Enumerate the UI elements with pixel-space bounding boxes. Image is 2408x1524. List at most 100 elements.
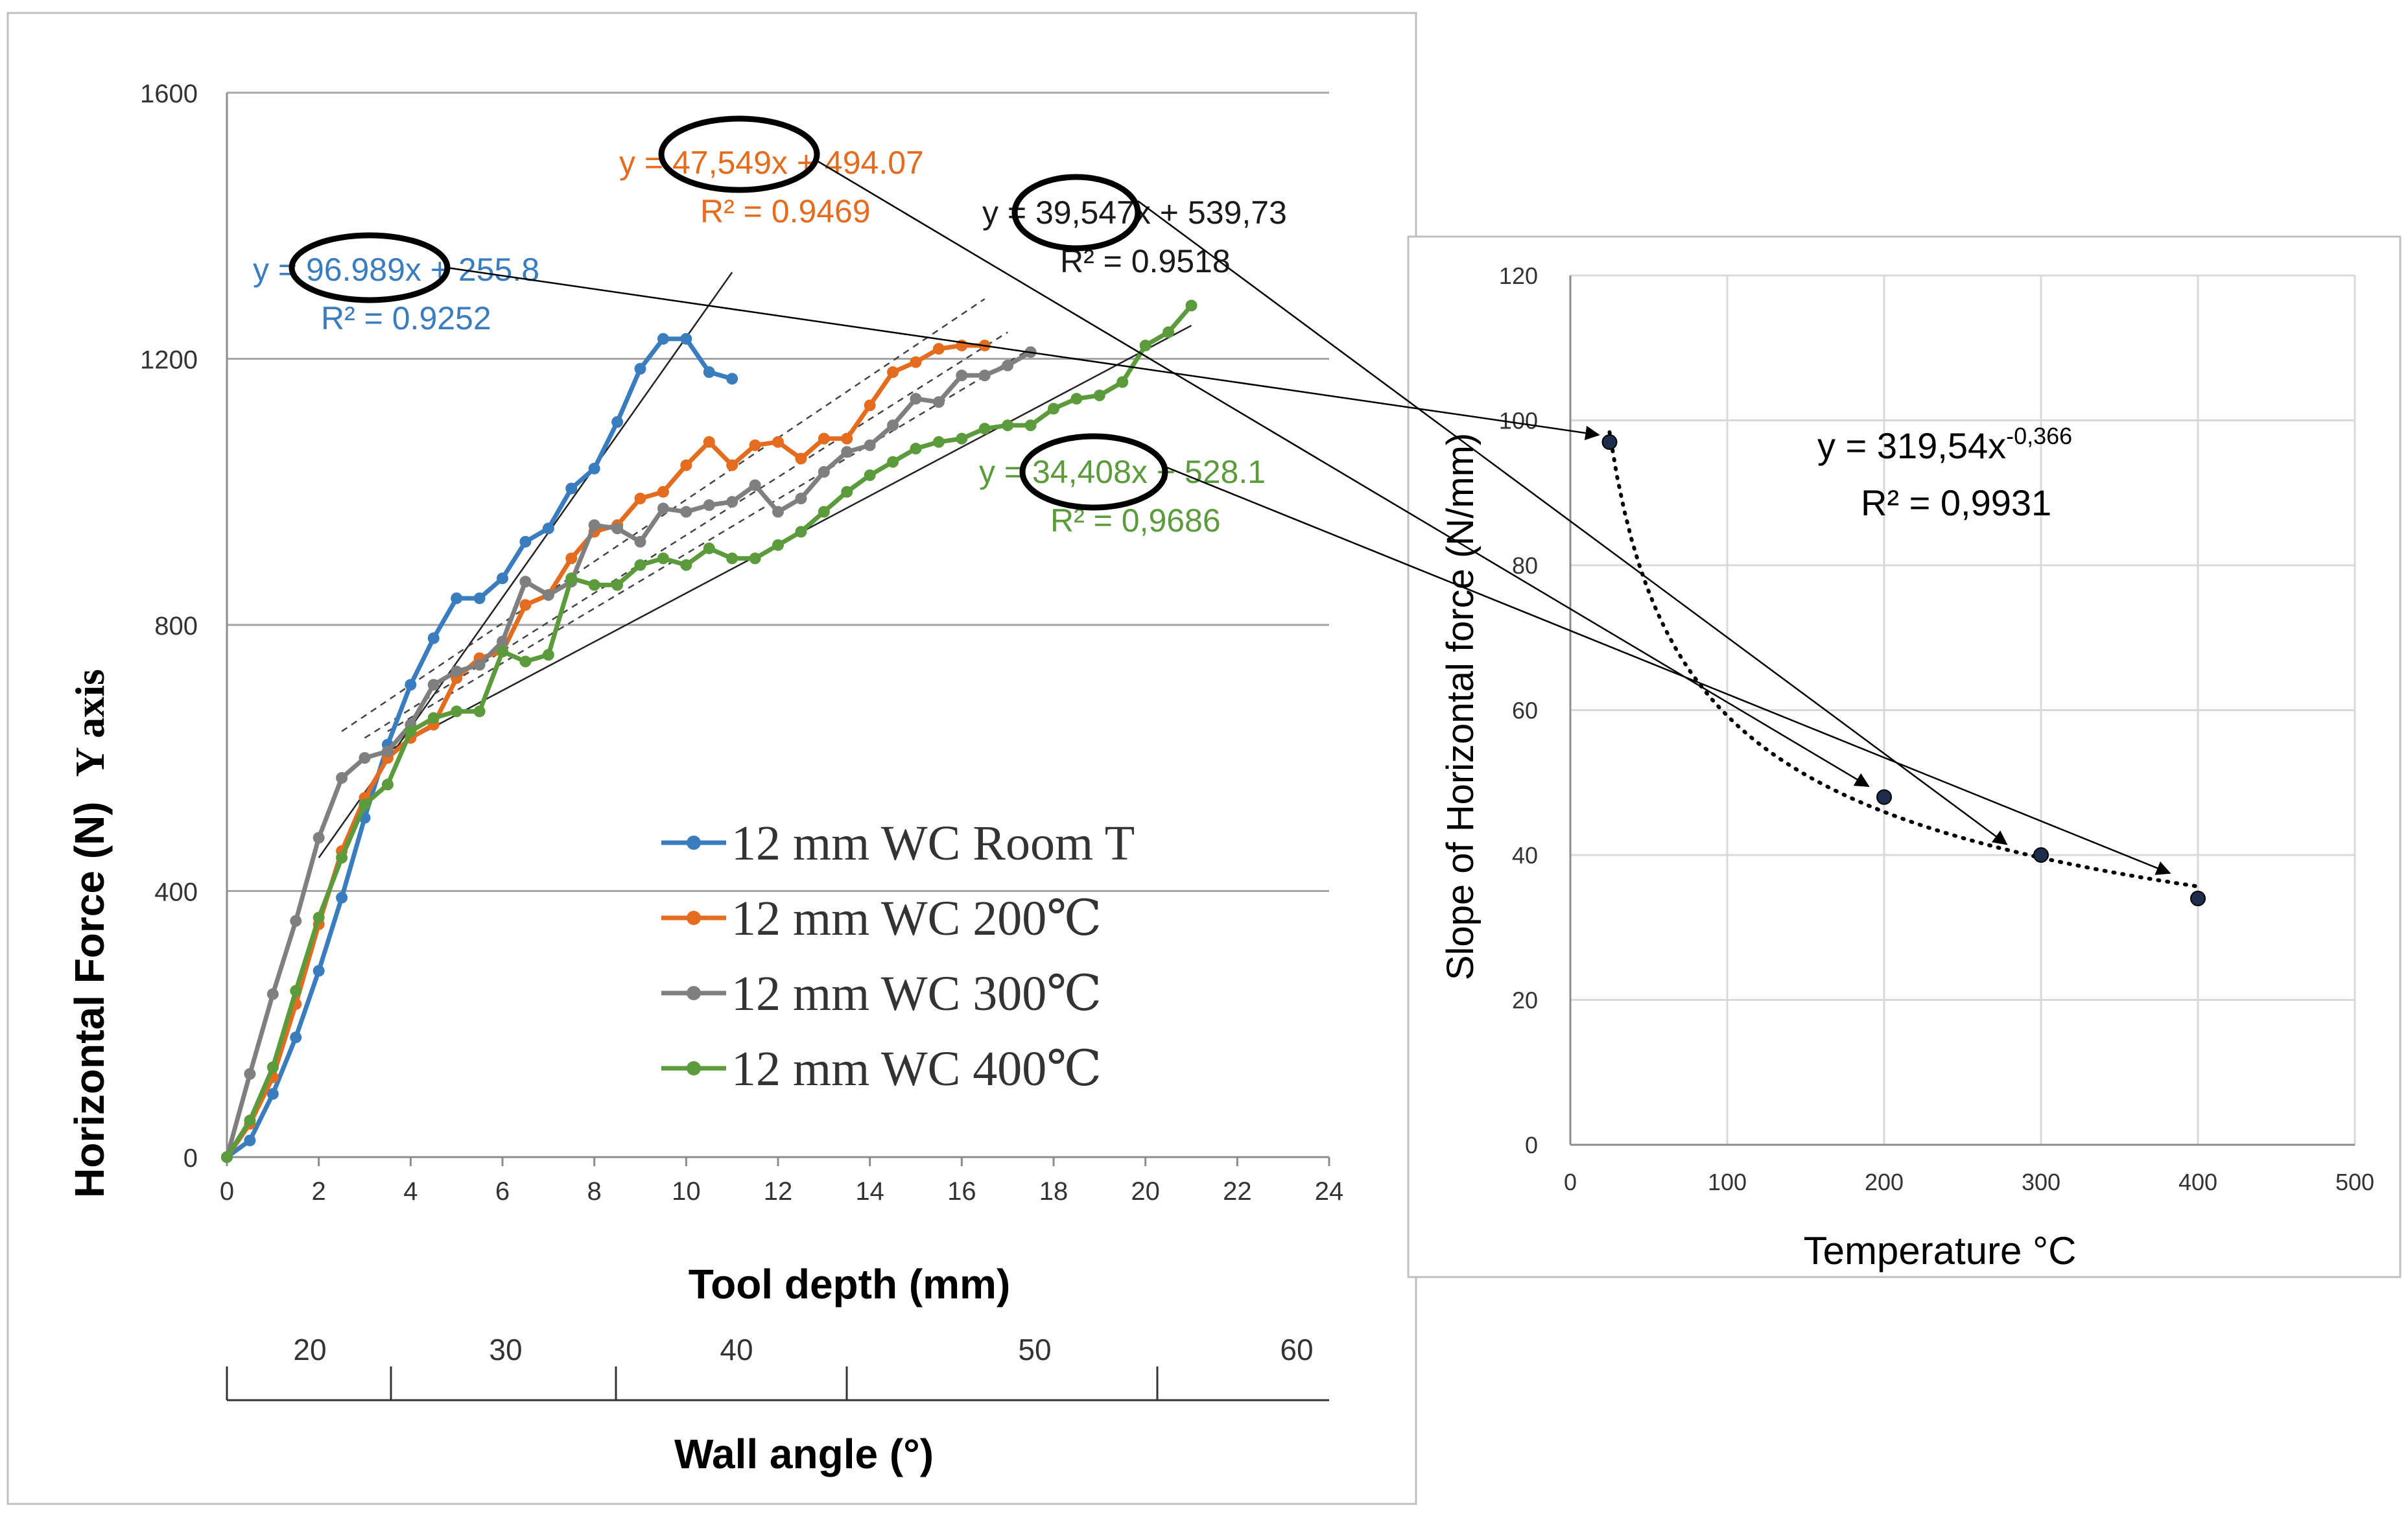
data-point-12-mm-wc-room-t xyxy=(290,1031,302,1044)
data-point-12-mm-wc-400 xyxy=(611,579,624,591)
data-point-12-mm-wc-200 xyxy=(932,343,945,355)
data-point-12-mm-wc-300 xyxy=(359,752,371,764)
legend-marker xyxy=(687,836,701,850)
data-point-12-mm-wc-room-t xyxy=(542,522,554,535)
data-point-12-mm-wc-200 xyxy=(841,432,853,445)
data-point-12-mm-wc-400 xyxy=(244,1114,256,1127)
data-point-12-mm-wc-300 xyxy=(956,369,968,382)
data-point-12-mm-wc-300 xyxy=(749,479,761,491)
data-point-12-mm-wc-400 xyxy=(1139,339,1151,351)
data-point-12-mm-wc-400 xyxy=(359,799,371,811)
data-point-12-mm-wc-400 xyxy=(772,539,784,551)
data-point-12-mm-wc-400 xyxy=(978,423,991,435)
connector-arrow xyxy=(447,266,1600,441)
data-point-12-mm-wc-400 xyxy=(1185,299,1198,312)
data-point-12-mm-wc-300 xyxy=(336,772,348,784)
data-point-12-mm-wc-300 xyxy=(497,635,508,648)
right-fit-curve xyxy=(1607,430,2200,889)
highlight-ellipse xyxy=(658,115,820,193)
data-point-12-mm-wc-200 xyxy=(680,459,692,471)
connector-arrow xyxy=(816,159,1870,787)
left-ylabel-suffix: Y axis xyxy=(67,669,113,777)
data-point-12-mm-wc-400 xyxy=(1070,393,1083,405)
data-point-12-mm-wc-300 xyxy=(542,589,554,601)
data-point-12-mm-wc-room-t xyxy=(451,592,463,604)
left-x-tick-label: 8 xyxy=(587,1177,602,1206)
legend-label: 12 mm WC 300℃ xyxy=(731,967,1102,1021)
data-point-12-mm-wc-room-t xyxy=(726,373,738,385)
data-point-12-mm-wc-400 xyxy=(864,469,876,482)
data-point-12-mm-wc-400 xyxy=(680,559,692,571)
data-point-12-mm-wc-200 xyxy=(910,356,922,368)
data-point-12-mm-wc-room-t xyxy=(313,965,325,977)
left-y-tick-label: 1600 xyxy=(140,80,198,108)
right-y-tick-label: 20 xyxy=(1512,987,1538,1014)
right-annotations: y = 319,54x-0,366 R² = 0,9931 xyxy=(1817,423,2072,523)
trend-r2: R² = 0.9252 xyxy=(321,300,491,336)
data-point-12-mm-wc-room-t xyxy=(611,416,624,428)
data-point-12-mm-wc-400 xyxy=(657,552,669,565)
data-point-12-mm-wc-300 xyxy=(887,419,899,432)
left-panel-frame xyxy=(6,12,1417,1505)
left-x-tick-label: 2 xyxy=(312,1177,326,1206)
data-point-12-mm-wc-300 xyxy=(978,369,991,382)
legend-label: 12 mm WC 400℃ xyxy=(731,1042,1102,1096)
legend-marker xyxy=(687,1061,701,1075)
data-point-12-mm-wc-300 xyxy=(864,439,876,451)
data-point-12-mm-wc-400 xyxy=(1116,376,1129,388)
left-x-axis-title: Tool depth (mm) xyxy=(689,1261,1011,1307)
data-point-12-mm-wc-200 xyxy=(565,552,578,565)
left-x-tick-label: 4 xyxy=(403,1177,418,1206)
trendline-dashed xyxy=(341,298,986,733)
highlight-ellipse xyxy=(1011,174,1141,252)
data-point-12-mm-wc-200 xyxy=(772,436,784,448)
data-point-12-mm-wc-400 xyxy=(818,506,830,518)
data-point-12-mm-wc-room-t xyxy=(336,891,348,904)
left-ylabel: Horizontal Force (N) xyxy=(66,801,113,1198)
data-point-12-mm-wc-400 xyxy=(1163,326,1175,338)
data-point-12-mm-wc-300 xyxy=(703,499,715,511)
left-x-tick-label: 10 xyxy=(672,1177,701,1206)
data-point-12-mm-wc-200 xyxy=(749,439,761,451)
data-point-12-mm-wc-400 xyxy=(1048,403,1059,415)
wall-angle-axis: 20 30 40 50 60 xyxy=(226,1333,1329,1401)
fit-r2: R² = 0,9931 xyxy=(1861,482,2051,523)
data-point-12-mm-wc-200 xyxy=(634,493,646,505)
data-point-12-mm-wc-400 xyxy=(405,725,417,738)
data-point-12-mm-wc-200 xyxy=(726,459,738,471)
data-point-12-mm-wc-400 xyxy=(565,572,578,585)
data-point-12-mm-wc-400 xyxy=(841,486,853,498)
left-y-tick-label: 800 xyxy=(154,612,198,640)
data-point-12-mm-wc-400 xyxy=(887,456,899,468)
right-axes xyxy=(1569,275,2355,1146)
data-point-12-mm-wc-200 xyxy=(519,599,532,611)
right-grid xyxy=(1570,274,2356,1145)
left-y-axis-title: Horizontal Force (N) Y axis xyxy=(66,669,113,1198)
left-axes xyxy=(226,93,1330,1166)
left-x-tick-label: 0 xyxy=(220,1177,234,1206)
data-point-12-mm-wc-300 xyxy=(634,535,646,548)
data-point-12-mm-wc-200 xyxy=(887,366,899,379)
data-point-12-mm-wc-300 xyxy=(381,745,394,757)
data-point-12-mm-wc-room-t xyxy=(427,632,440,644)
data-point-12-mm-wc-200 xyxy=(657,486,669,498)
data-point-12-mm-wc-200 xyxy=(703,436,715,448)
wall-angle-tick-label: 40 xyxy=(720,1333,753,1366)
data-point-12-mm-wc-room-t xyxy=(680,333,692,345)
left-x-tick-label: 24 xyxy=(1315,1177,1344,1206)
left-y-tick-label: 1200 xyxy=(140,346,198,375)
data-point-12-mm-wc-room-t xyxy=(266,1088,279,1100)
fit-equation-base: y = 319,54x xyxy=(1817,425,2006,466)
data-point-12-mm-wc-400 xyxy=(932,436,945,448)
data-point-12-mm-wc-room-t xyxy=(473,592,486,604)
data-point-12-mm-wc-400 xyxy=(427,712,440,724)
data-point-12-mm-wc-400 xyxy=(473,705,486,718)
data-point-12-mm-wc-200 xyxy=(795,452,807,465)
right-y-axis-title: Slope of Horizontal force (N/mm) xyxy=(1439,433,1481,980)
data-point-12-mm-wc-300 xyxy=(519,576,532,588)
trend-equation: y = 47,549x + 494.07 xyxy=(619,145,924,181)
data-point-12-mm-wc-400 xyxy=(451,705,463,718)
right-y-tick-label: 120 xyxy=(1499,263,1538,289)
right-y-tick-label: 80 xyxy=(1512,552,1538,579)
data-point-12-mm-wc-400 xyxy=(1093,389,1105,401)
